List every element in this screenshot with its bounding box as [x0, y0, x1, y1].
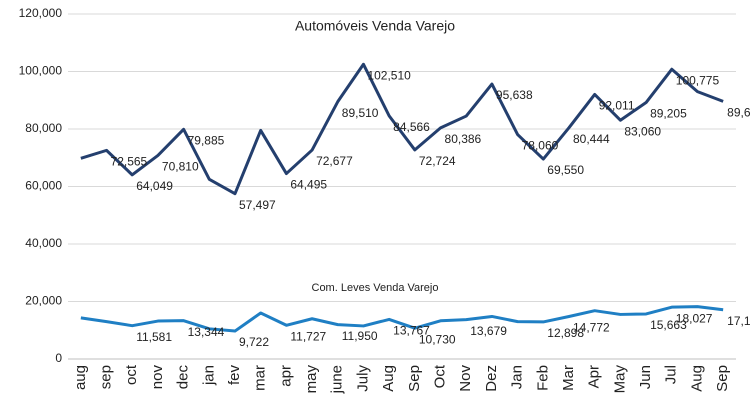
x-tick-label: sep — [98, 365, 115, 389]
data-label: 64,495 — [290, 178, 327, 192]
x-tick-label: oct — [123, 364, 140, 385]
data-label: 80,444 — [573, 132, 610, 146]
data-label: 13,679 — [470, 324, 507, 338]
x-tick-label: aug — [72, 365, 89, 390]
x-tick-label: Jan — [509, 365, 526, 389]
data-label: 11,950 — [342, 329, 378, 343]
data-label: 72,724 — [419, 154, 456, 168]
y-tick-label: 60,000 — [25, 179, 62, 193]
x-tick-label: Mar — [560, 365, 577, 391]
series-line — [80, 62, 724, 196]
series-title: Automóveis Venda Varejo — [295, 18, 455, 34]
data-label: 89,510 — [342, 106, 379, 120]
y-tick-label: 100,000 — [19, 64, 63, 78]
x-tick-label: dec — [175, 365, 192, 390]
x-tick-label: june — [329, 365, 346, 394]
data-label: 13,344 — [188, 325, 225, 339]
data-label: 100,775 — [676, 73, 720, 87]
series-line — [80, 305, 724, 333]
data-label: 11,581 — [136, 330, 172, 344]
x-tick-label: jan — [200, 365, 217, 386]
data-label: 89,205 — [650, 107, 687, 121]
data-label: 10,730 — [419, 332, 456, 346]
x-tick-label: Dez — [483, 365, 500, 392]
data-label: 84,566 — [393, 120, 430, 134]
data-label: 95,638 — [496, 88, 533, 102]
data-label: 70,810 — [162, 160, 199, 174]
data-label: 92,011 — [599, 99, 635, 113]
x-tick-label: Aug — [688, 365, 705, 392]
data-label: 79,885 — [188, 134, 225, 148]
data-label: 57,497 — [239, 198, 276, 212]
data-label: 80,386 — [445, 132, 482, 146]
x-tick-label: Jul — [663, 365, 680, 384]
x-tick-label: Apr — [586, 365, 603, 388]
x-tick-label: Sep — [406, 365, 423, 392]
y-tick-label: 20,000 — [25, 294, 62, 308]
data-label: 89,605 — [727, 106, 750, 120]
x-tick-label: May — [611, 365, 628, 394]
data-label: 72,677 — [316, 154, 353, 168]
x-tick-label: Jun — [637, 365, 654, 389]
data-label: 12,898 — [547, 326, 584, 340]
x-tick-label: Feb — [534, 365, 551, 391]
x-tick-label: fev — [226, 365, 243, 386]
data-label: 72,565 — [111, 155, 148, 169]
data-label: 69,550 — [547, 163, 584, 177]
y-tick-label: 120,000 — [19, 6, 63, 20]
data-label: 83,060 — [624, 124, 661, 138]
data-label: 15,663 — [650, 318, 687, 332]
data-label: 11,727 — [290, 329, 326, 343]
x-tick-label: Nov — [457, 365, 474, 392]
data-label: 17,145 — [727, 314, 750, 328]
data-label: 9,722 — [239, 335, 269, 349]
data-label: 78,060 — [522, 139, 559, 153]
data-label: 13,767 — [393, 324, 430, 338]
data-label: 102,510 — [367, 68, 411, 82]
y-tick-label: 80,000 — [25, 121, 62, 135]
data-label: 18,027 — [676, 311, 713, 325]
y-tick-label: 40,000 — [25, 236, 62, 250]
series-title: Com. Leves Venda Varejo — [312, 282, 439, 294]
data-label: 64,049 — [136, 179, 173, 193]
y-tick-label: 0 — [55, 351, 62, 365]
x-tick-label: nov — [149, 365, 166, 390]
x-tick-label: apr — [277, 365, 294, 387]
x-tick-label: Oct — [432, 364, 449, 388]
x-tick-label: Sep — [714, 365, 731, 392]
data-label: 14,772 — [573, 321, 610, 335]
x-tick-label: mar — [252, 365, 269, 391]
x-tick-label: Aug — [380, 365, 397, 392]
x-tick-label: may — [303, 365, 320, 394]
x-tick-label: July — [354, 365, 371, 392]
